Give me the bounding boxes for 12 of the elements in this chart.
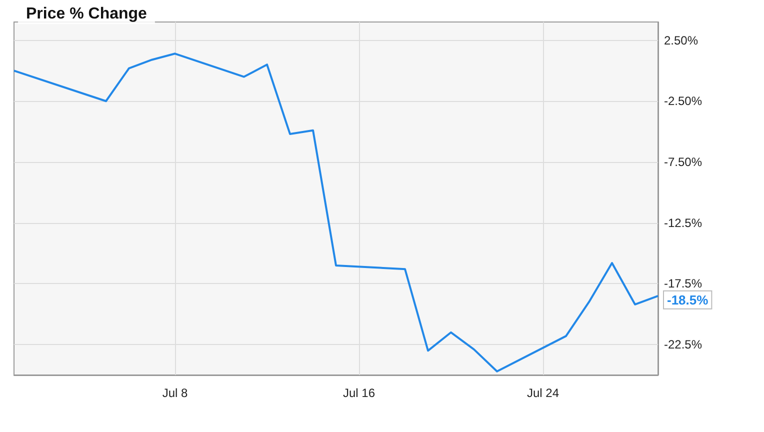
annotation: -18.5%: [667, 292, 709, 308]
x-tick-label: Jul 16: [342, 386, 376, 400]
y-tick-label: -7.50%: [664, 154, 702, 169]
y-tick-label: -2.50%: [664, 94, 702, 108]
y-tick-label: 2.50%: [664, 33, 698, 48]
y-tick-label: -17.5%: [664, 276, 702, 291]
y-tick-label: -12.5%: [664, 216, 702, 230]
line-series: [13, 52, 659, 372]
x-tick-label: Jul 8: [162, 386, 188, 400]
chart-title: Price % Change: [26, 6, 148, 22]
x-tick-label: Jul 24: [526, 386, 560, 400]
y-tick-label: -22.5%: [664, 338, 702, 352]
